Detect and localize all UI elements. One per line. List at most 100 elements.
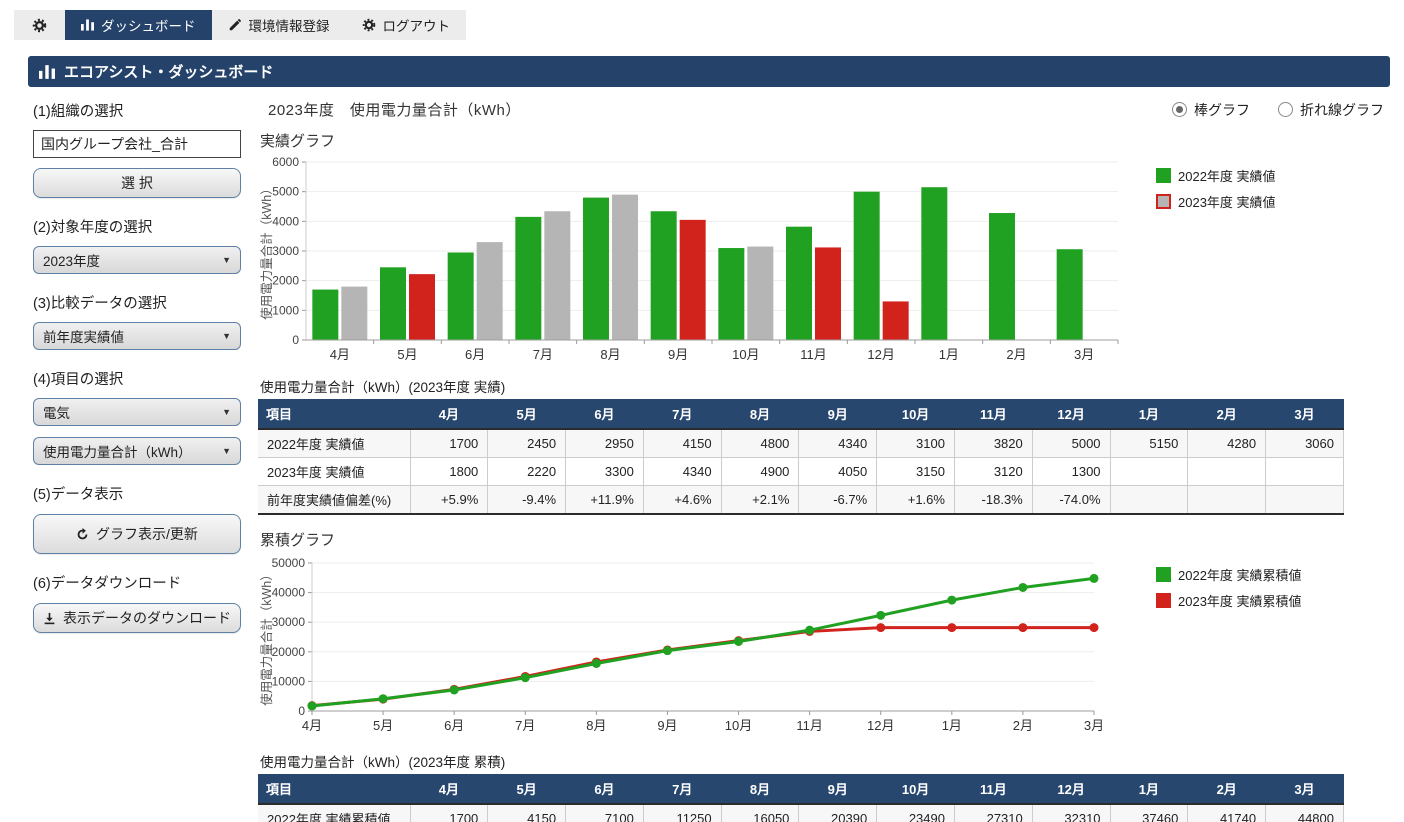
row-label: 前年度実績値偏差(%)	[258, 485, 411, 515]
org-input[interactable]	[33, 130, 241, 158]
table-cell: 41740	[1187, 804, 1267, 822]
svg-text:12月: 12月	[867, 347, 894, 362]
column-header-month: 2月	[1187, 774, 1266, 805]
svg-text:3000: 3000	[272, 244, 299, 258]
table-cell: 2450	[487, 429, 567, 458]
compare-select[interactable]: 前年度実績値 ▼	[33, 322, 241, 350]
column-header-month: 4月	[410, 774, 488, 805]
compare-select-value: 前年度実績値	[43, 330, 124, 345]
nav-tab-label: 環境情報登録	[248, 19, 330, 34]
table-cell: +1.6%	[876, 485, 955, 515]
table-cell: +2.1%	[721, 485, 800, 515]
org-select-label: (1)組織の選択	[33, 104, 124, 120]
svg-text:20000: 20000	[272, 645, 306, 659]
gear-icon	[362, 18, 375, 32]
table-cell: 37460	[1110, 804, 1189, 822]
table-cell: 3300	[565, 457, 644, 486]
table-cell: 1300	[1032, 457, 1111, 486]
table-cell: 20390	[798, 804, 878, 822]
svg-text:2000: 2000	[272, 274, 299, 288]
radio-bar-graph[interactable]: 棒グラフ	[1172, 100, 1250, 120]
item-select[interactable]: 電気 ▼	[33, 398, 241, 426]
table-cell: 4900	[721, 457, 800, 486]
svg-text:0: 0	[292, 333, 299, 347]
legend-label: 2022年度 実績累積値	[1178, 568, 1302, 583]
table-cell: 4800	[721, 429, 800, 458]
svg-text:30000: 30000	[272, 615, 306, 629]
radio-selected-icon	[1172, 102, 1187, 117]
table-cell: 27310	[954, 804, 1033, 822]
table-cell: 3100	[876, 429, 955, 458]
column-header-month: 5月	[487, 399, 566, 430]
svg-text:3月: 3月	[1084, 718, 1104, 733]
table-cell: 3060	[1265, 429, 1344, 458]
metric-select-value: 使用電力量合計（kWh）	[43, 445, 192, 460]
year-select[interactable]: 2023年度 ▼	[33, 246, 241, 274]
control-sidebar: (1)組織の選択 選 択 (2)対象年度の選択 2023年度 ▼ (3)比較デー…	[33, 95, 245, 822]
legend-swatch-2023-cumulative	[1156, 593, 1171, 608]
table-cell: 5000	[1032, 429, 1111, 458]
download-icon	[44, 612, 55, 624]
svg-text:8月: 8月	[586, 718, 606, 733]
select-button-label: 選 択	[121, 175, 153, 191]
settings-menu-button[interactable]	[14, 10, 65, 40]
bar-chart-icon	[39, 64, 55, 79]
legend-swatch-2022-cumulative	[1156, 567, 1171, 582]
nav-tab-env-register[interactable]: 環境情報登録	[212, 10, 346, 40]
column-header-month: 9月	[798, 774, 877, 805]
svg-text:11月: 11月	[800, 347, 827, 362]
radio-line-graph[interactable]: 折れ線グラフ	[1278, 100, 1384, 120]
nav-tab-dashboard[interactable]: ダッシュボード	[65, 10, 212, 40]
table-cell: 44800	[1265, 804, 1344, 822]
item-select-label: (4)項目の選択	[33, 372, 124, 388]
radio-unselected-icon	[1278, 102, 1293, 117]
column-header-month: 4月	[410, 399, 488, 430]
year-select-label: (2)対象年度の選択	[33, 220, 153, 236]
download-data-button[interactable]: 表示データのダウンロード	[33, 603, 241, 633]
table1-caption: 使用電力量合計（kWh）(2023年度 実績)	[260, 380, 506, 395]
legend-item: 2023年度 実績値	[1156, 192, 1276, 211]
column-header-month: 3月	[1265, 774, 1344, 805]
page-title: エコアシスト・ダッシュボード	[64, 64, 274, 81]
dashboard-main: 2023年度 使用電力量合計（kWh） 棒グラフ 折れ線グラフ 実績グラフ 0 1…	[258, 95, 1390, 822]
svg-text:4月: 4月	[330, 347, 350, 362]
edit-icon	[229, 19, 241, 31]
bar-chart-icon	[81, 19, 94, 31]
cumulative-results-table: 項目 4月 5月 6月 7月 8月 9月 10月 11月 12月 1月 2月 3月 2022年度 実績累積…	[258, 774, 1344, 822]
table-row: 前年度実績値偏差(%) +5.9% -9.4% +11.9% +4.6% +2.1% -6.…	[258, 485, 1344, 515]
table-cell: 2220	[487, 457, 567, 486]
table-cell	[1265, 457, 1344, 486]
svg-text:使用電力量合計（kWh）: 使用電力量合計（kWh）	[259, 568, 274, 706]
refresh-graph-button[interactable]: グラフ表示/更新	[33, 514, 241, 554]
table-row: 2022年度 実績累積値 1700 4150 7100 11250 16050 20390 2…	[258, 804, 1344, 822]
table-cell: 3150	[876, 457, 955, 486]
table-cell: -74.0%	[1032, 485, 1111, 515]
svg-text:1000: 1000	[272, 303, 299, 317]
table-cell: 4340	[798, 429, 878, 458]
svg-text:10000: 10000	[272, 674, 306, 688]
column-header-month: 10月	[876, 399, 955, 430]
table-cell: -6.7%	[798, 485, 878, 515]
column-header-month: 8月	[721, 399, 799, 430]
year-select-value: 2023年度	[43, 254, 101, 269]
column-header-month: 12月	[1032, 399, 1111, 430]
table-cell: +11.9%	[565, 485, 644, 515]
column-header-month: 5月	[487, 774, 566, 805]
table-cell: 3120	[954, 457, 1033, 486]
table-cell	[1187, 485, 1267, 515]
chevron-down-icon: ▼	[222, 407, 231, 417]
metric-select[interactable]: 使用電力量合計（kWh） ▼	[33, 437, 241, 465]
line-chart-legend: 2022年度 実績累積値 2023年度 実績累積値	[1156, 565, 1302, 617]
table-cell: 2950	[565, 429, 644, 458]
refresh-icon	[77, 527, 88, 539]
table-cell: 23490	[876, 804, 955, 822]
column-header-month: 6月	[565, 774, 644, 805]
column-header-item: 項目	[258, 774, 410, 805]
svg-text:4000: 4000	[272, 214, 299, 228]
nav-tab-logout[interactable]: ログアウト	[346, 10, 467, 40]
svg-text:3月: 3月	[1074, 347, 1094, 362]
select-button[interactable]: 選 択	[33, 168, 241, 198]
svg-text:6000: 6000	[272, 155, 299, 169]
top-navigation: ダッシュボード 環境情報登録 ログアウト	[14, 10, 466, 40]
table-cell: +4.6%	[643, 485, 722, 515]
